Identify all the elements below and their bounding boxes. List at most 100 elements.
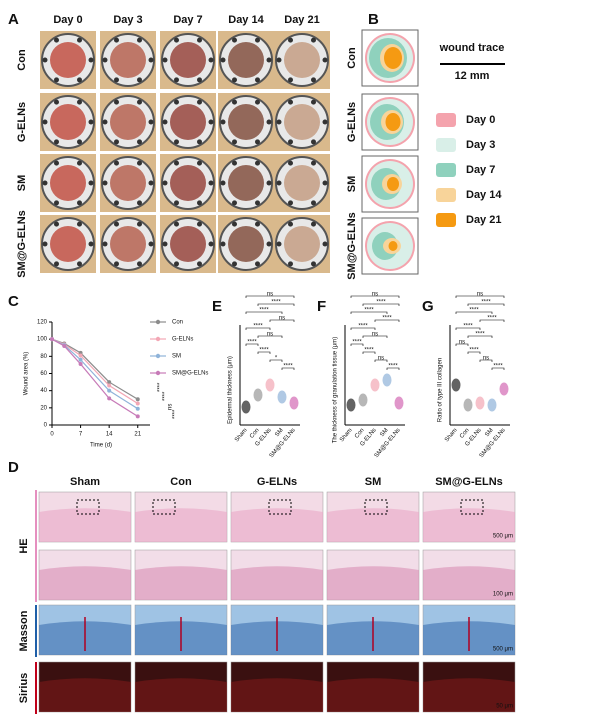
photo-wound (50, 226, 86, 262)
row-label: SM@G-ELNs (346, 212, 358, 280)
photo-suture (148, 57, 154, 63)
significance-bracket (350, 295, 400, 298)
photo-suture (266, 57, 272, 63)
photo-suture (88, 119, 94, 125)
significance: ns (483, 356, 489, 362)
legend-label: Day 14 (466, 189, 502, 201)
photo-wound (110, 226, 146, 262)
photo-suture (311, 261, 316, 267)
significance-bracket (467, 335, 493, 338)
photo-suture (77, 200, 82, 206)
photo-suture (174, 139, 179, 145)
photo-suture (232, 77, 237, 83)
photo-suture (288, 221, 293, 227)
tissue-layer (423, 508, 515, 542)
significance-bracket (455, 327, 481, 330)
photo-wound (50, 165, 86, 201)
legend-label: Day 21 (466, 214, 501, 226)
photo-suture (311, 200, 316, 206)
significance-bracket (350, 343, 364, 346)
photo-suture (255, 160, 260, 166)
photo-suture (137, 261, 142, 267)
legend-label: Con (172, 320, 183, 326)
significance-bracket (455, 295, 505, 298)
photo-wound (228, 104, 264, 140)
row-label: G-ELNs (346, 102, 358, 142)
x-tick-label: Sham (339, 427, 354, 443)
significance: **** (259, 348, 269, 354)
photo-suture (42, 180, 48, 186)
zoom-box (76, 499, 100, 515)
photo-wound (284, 104, 320, 140)
significance: ns (267, 292, 273, 298)
photo-suture (114, 160, 119, 166)
significance-bracket (362, 351, 376, 354)
legend-marker (155, 336, 161, 342)
significance: **** (352, 340, 362, 346)
legend-swatch (436, 163, 456, 177)
photo-suture (322, 119, 328, 125)
significance-bracket (245, 343, 259, 346)
violin (265, 378, 275, 392)
zoom-box (152, 499, 176, 515)
significance: **** (382, 316, 392, 322)
photo-suture (54, 261, 59, 267)
photo-suture (232, 160, 237, 166)
photo-suture (54, 139, 59, 145)
significance: **** (271, 300, 281, 306)
x-tick-label: SM (379, 427, 389, 438)
photo-suture (54, 37, 59, 43)
photo-suture (288, 37, 293, 43)
legend-swatch (436, 188, 456, 202)
photo-suture (162, 180, 168, 186)
significance: * (275, 356, 278, 362)
photo-suture (137, 37, 142, 43)
row-label: Masson (18, 610, 30, 651)
significance-bracket (257, 351, 271, 354)
tissue-layer (39, 566, 131, 600)
photo-suture (197, 139, 202, 145)
significance: **** (487, 316, 497, 322)
tissue-layer (423, 566, 515, 600)
significance: **** (158, 382, 164, 392)
scale-label: 500 μm (493, 534, 513, 540)
tissue-layer (231, 566, 323, 600)
photo-suture (137, 160, 142, 166)
violin (289, 396, 299, 410)
zoom-box (460, 499, 484, 515)
significance-bracket (467, 303, 505, 306)
tissue-layer (39, 508, 131, 542)
column-header: Sham (70, 476, 100, 488)
panel-letter: B (368, 11, 379, 28)
significance-bracket (386, 367, 400, 370)
trace-day21 (387, 177, 399, 191)
photo-suture (114, 77, 119, 83)
photo-suture (311, 221, 316, 227)
photo-suture (266, 241, 272, 247)
photo-suture (288, 200, 293, 206)
legend-title: wound trace (439, 42, 505, 54)
violin (394, 396, 404, 410)
x-tick-label: Con (459, 427, 471, 439)
significance-bracket (257, 303, 295, 306)
y-axis-label: Epidermal thickness (μm) (228, 356, 234, 424)
photo-suture (197, 99, 202, 105)
photo-wound (228, 226, 264, 262)
photo-suture (220, 119, 226, 125)
photo-wound (228, 165, 264, 201)
photo-suture (255, 99, 260, 105)
series-point (107, 396, 112, 401)
significance-bracket (479, 359, 493, 362)
column-header: SM (365, 476, 382, 488)
photo-suture (232, 200, 237, 206)
significance-bracket (467, 351, 481, 354)
y-tick-label: 60 (40, 371, 47, 377)
photo-suture (197, 37, 202, 43)
significance: **** (358, 324, 368, 330)
photo-suture (266, 180, 272, 186)
violin (241, 400, 251, 414)
significance: **** (253, 324, 263, 330)
row-label: G-ELNs (16, 102, 28, 142)
row-label: SM (16, 175, 28, 192)
photo-suture (174, 221, 179, 227)
